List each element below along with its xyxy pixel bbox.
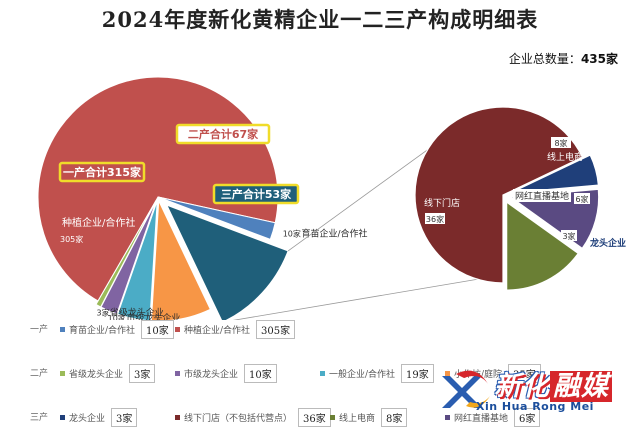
sub-value-1: 3家 (562, 231, 575, 241)
sub-name-2: 网红直播基地 (515, 190, 569, 202)
annotation-tertiary-box (212, 183, 300, 205)
legend-item-name: 市级龙头企业 (184, 369, 239, 380)
slice-name-1: 育苗企业/合作社 (301, 227, 367, 239)
pie-slice-main-3 (150, 198, 211, 320)
sub-name-3: 线上电商 (547, 151, 583, 163)
sub-name-0: 线下门店 (424, 197, 460, 209)
legend-item-value: 3家 (111, 407, 138, 427)
annotation-primary-box (58, 161, 146, 183)
legend-item: 育苗企业/合作社 10家 (60, 318, 174, 340)
pie-slice-main-4 (117, 200, 158, 320)
legend: 一产 育苗企业/合作社 10家 种植企业/合作社 305家 二产 省级龙头企业 3家 市级龙头企… (0, 318, 640, 432)
slice-value-1: 10家 (283, 228, 301, 238)
legend-item-value: 36家 (298, 407, 331, 427)
legend-item-name: 网红直播基地 (454, 413, 509, 424)
slice-value-0: 305家 (60, 234, 83, 244)
legend-item-value: 10家 (244, 363, 277, 383)
legend-item: 线上电商 8家 (330, 406, 408, 428)
watermark-logo: 新化 融媒 Xin Hua Rong Mei (436, 364, 636, 418)
legend-item-value: 35家 (508, 363, 541, 383)
legend-item-name: 种植企业/合作社 (184, 325, 251, 336)
legend-row-0: 一产 育苗企业/合作社 10家 种植企业/合作社 305家 (0, 318, 640, 340)
logo-cn-part2: 融媒 (550, 371, 612, 402)
legend-item-value: 305家 (256, 319, 296, 339)
legend-item: 一般企业/合作社 19家 (320, 362, 434, 384)
legend-item: 线下门店（不包括代营点） 36家 (175, 406, 331, 428)
legend-swatch (445, 370, 450, 376)
sub-name-box-2 (513, 189, 571, 202)
annotation-tertiary: 三产合计53家 (221, 187, 292, 201)
legend-item-value: 19家 (401, 363, 434, 383)
legend-item-name: 龙头企业 (69, 413, 106, 424)
legend-item-value: 6家 (514, 407, 541, 427)
sub-name-1: 龙头企业 (589, 237, 626, 249)
legend-row-label: 三产 (30, 413, 49, 423)
legend-item-name: 线上电商 (339, 413, 376, 424)
annotation-primary: 一产合计315家 (63, 165, 142, 179)
pie-slice-sub-0 (414, 106, 584, 284)
pie-slice-main-1 (157, 196, 276, 241)
legend-item: 网红直播基地 6家 (445, 406, 541, 428)
sub-value-2: 6家 (575, 194, 588, 204)
total-count: 企业总数量：435家 (509, 50, 618, 67)
logo-text-cn: 新化 融媒 (494, 364, 612, 403)
pie-chart: 305家10家育苗企业/合作社35家小作坊/庭院19家一般企业/合作社10家市级… (37, 76, 626, 320)
legend-swatch (445, 414, 450, 420)
sub-value-box-2 (574, 193, 590, 204)
logo-icon (442, 370, 490, 408)
legend-item-value: 3家 (129, 363, 156, 383)
sub-value-box-1 (561, 230, 577, 241)
chart-title: 2024年度新化黄精企业一二三产构成明细表 (101, 7, 539, 32)
legend-item: 市级龙头企业 10家 (175, 362, 277, 384)
slice-name-0: 种植企业/合作社 (62, 216, 135, 229)
legend-row-label: 一产 (30, 325, 49, 335)
connector-line-bottom (232, 278, 480, 320)
legend-swatch (60, 370, 65, 376)
legend-item-name: 育苗企业/合作社 (69, 325, 136, 336)
legend-item-value: 8家 (381, 407, 408, 427)
legend-row-2: 三产 龙头企业 3家 线下门店（不包括代营点） 36家 线上电商 8家 网红直播基地 6家 (0, 406, 640, 428)
slice-value-6: 3家 (96, 308, 109, 318)
sub-value-3: 8家 (554, 138, 567, 148)
slice-value-5: 10家 (108, 313, 126, 320)
legend-swatch (320, 370, 325, 376)
legend-swatch (175, 370, 180, 376)
legend-item: 省级龙头企业 3家 (60, 362, 156, 384)
legend-item-name: 线下门店（不包括代营点） (184, 413, 293, 424)
legend-item: 龙头企业 3家 (60, 406, 138, 428)
pie-slice-sub-3 (506, 200, 579, 291)
legend-swatch (175, 414, 180, 420)
annotation-secondary: 二产合计67家 (188, 127, 259, 141)
total-label: 企业总数量： (508, 52, 581, 66)
pie-slice-sub-1 (510, 154, 600, 194)
logo-text-en: Xin Hua Rong Mei (476, 400, 594, 413)
pie-slice-main-6 (95, 200, 157, 308)
legend-swatch (330, 414, 335, 420)
legend-item-name: 一般企业/合作社 (329, 369, 396, 380)
legend-item-name: 省级龙头企业 (69, 369, 124, 380)
legend-swatch (60, 414, 65, 420)
total-value: 435家 (580, 52, 618, 66)
legend-row-label: 二产 (30, 369, 49, 379)
legend-swatch (60, 326, 65, 332)
sub-value-0: 36家 (426, 214, 444, 224)
legend-item-value: 10家 (141, 319, 174, 339)
slice-name-6: 省级龙头企业 (110, 307, 164, 319)
sub-value-box-0 (425, 213, 445, 224)
pie-slice-main-2 (165, 204, 289, 320)
legend-item: 种植企业/合作社 305家 (175, 318, 296, 340)
annotation-secondary-box (175, 123, 271, 145)
legend-swatch (175, 326, 180, 332)
slice-name-5: 市级龙头企业 (126, 312, 180, 320)
logo-cn-part1: 新化 (494, 371, 550, 402)
sub-value-box-3 (551, 137, 571, 148)
